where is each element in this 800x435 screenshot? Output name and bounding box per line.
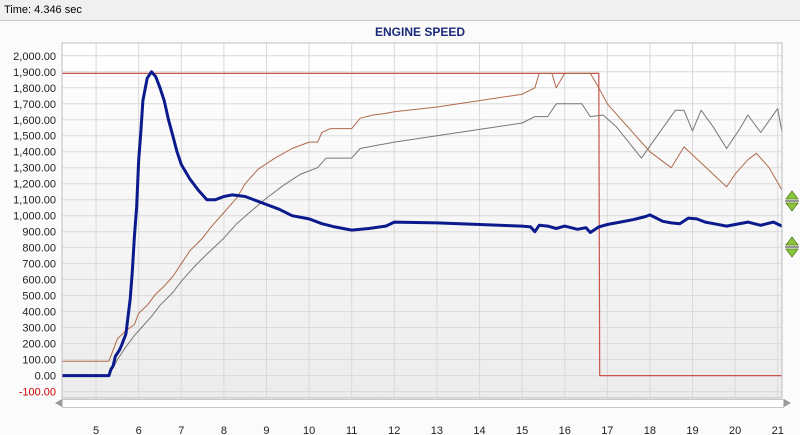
- x-tick-label: 13: [431, 425, 443, 435]
- engine-speed-chart: ENGINE SPEED -100.00 0.00 100.00 200.00 300.…: [13, 25, 784, 435]
- series-line-engine-speed: [62, 70, 783, 378]
- y-tick-label: 1,200.00: [13, 179, 56, 191]
- chart-panel: ENGINE SPEED -100.00 0.00 100.00 200.00 300.…: [0, 20, 800, 435]
- grid-lines: [62, 43, 782, 398]
- scroll-up-down-button-bottom[interactable]: [785, 235, 799, 258]
- x-tick-label: 14: [473, 425, 485, 435]
- time-label: Time: 4.346 sec: [4, 4, 82, 16]
- x-tick-label: 5: [93, 425, 99, 435]
- horizontal-scrollbar[interactable]: [55, 399, 791, 408]
- y-tick-label: 900.00: [22, 227, 56, 239]
- x-tick-label: 17: [601, 425, 613, 435]
- x-tick-label: 21: [772, 425, 784, 435]
- y-axis-ticks: -100.00 0.00 100.00 200.00 300.00 400.00 500.0…: [13, 51, 56, 399]
- x-tick-label: 11: [346, 425, 357, 435]
- y-tick-label: 200.00: [22, 339, 56, 351]
- y-tick-label: 0.00: [35, 371, 56, 383]
- scroll-right-arrow-icon[interactable]: [784, 399, 791, 407]
- y-tick-label: 1,100.00: [13, 195, 56, 207]
- x-tick-label: 20: [729, 425, 741, 435]
- y-tick-label: -100.00: [19, 387, 56, 399]
- x-tick-label: 6: [136, 425, 142, 435]
- y-tick-label: 500.00: [22, 291, 56, 303]
- x-tick-label: 18: [644, 425, 656, 435]
- green-up-down-arrows-icon: [785, 190, 799, 212]
- y-tick-label: 700.00: [22, 259, 56, 271]
- x-tick-label: 16: [559, 425, 571, 435]
- series-layer: [62, 70, 783, 378]
- plot-border: [61, 42, 783, 399]
- series-line-brown-line: [62, 72, 783, 362]
- chart-title: ENGINE SPEED: [375, 25, 465, 39]
- y-tick-label: 1,400.00: [13, 147, 56, 159]
- scroll-left-arrow-icon[interactable]: [55, 399, 62, 407]
- y-tick-label: 2,000.00: [13, 51, 56, 63]
- y-tick-label: 300.00: [22, 323, 56, 335]
- plot-area: [62, 43, 782, 398]
- x-tick-label: 12: [388, 425, 400, 435]
- series-line-red-line: [62, 72, 782, 377]
- x-tick-label: 7: [178, 425, 184, 435]
- y-tick-label: 1,800.00: [13, 83, 56, 95]
- y-tick-label: 800.00: [22, 243, 56, 255]
- y-tick-label: 1,300.00: [13, 163, 56, 175]
- scroll-up-down-button-top[interactable]: [785, 189, 799, 212]
- x-tick-label: 19: [686, 425, 698, 435]
- series-line-gray-line: [62, 103, 783, 377]
- x-tick-label: 10: [303, 425, 315, 435]
- y-tick-label: 400.00: [22, 307, 56, 319]
- y-tick-label: 1,700.00: [13, 99, 56, 111]
- x-axis-ticks: 5 6 7 8 9 10 11 12 13 14 15 16 17 18 19 20 21: [93, 425, 784, 435]
- y-tick-label: 1,000.00: [13, 211, 56, 223]
- y-tick-label: 1,600.00: [13, 115, 56, 127]
- y-tick-label: 1,500.00: [13, 131, 56, 143]
- y-tick-label: 1,900.00: [13, 67, 56, 79]
- x-tick-label: 15: [516, 425, 528, 435]
- green-up-down-arrows-icon: [785, 236, 799, 258]
- x-tick-label: 9: [263, 425, 269, 435]
- y-tick-label: 600.00: [22, 275, 56, 287]
- y-tick-label: 100.00: [22, 355, 56, 367]
- x-tick-label: 8: [221, 425, 227, 435]
